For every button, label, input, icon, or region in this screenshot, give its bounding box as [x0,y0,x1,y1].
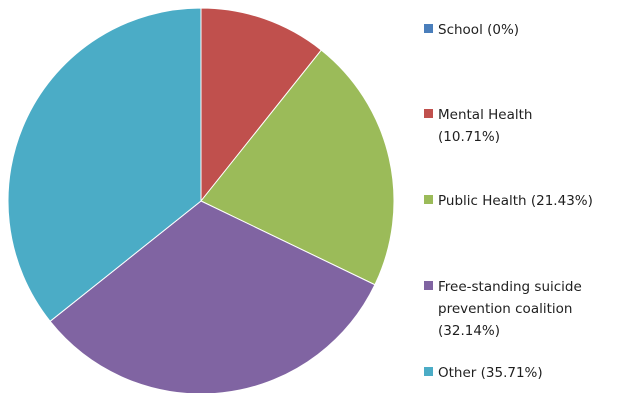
legend-label-mental-health: Mental Health (10.71%) [438,107,533,145]
legend-item-school: School (0%) [424,19,519,41]
legend-label-free-standing-coalition: Free-standing suicide prevention coaliti… [438,279,582,339]
legend-swatch-free-standing-coalition [424,281,433,290]
pie-slice-other [7,7,202,323]
legend-item-mental-health: Mental Health (10.71%) [424,104,532,148]
legend-item-free-standing-coalition: Free-standing suicide prevention coaliti… [424,276,582,342]
legend-swatch-school [424,24,433,33]
legend-item-public-health: Public Health (21.43%) [424,190,593,212]
legend-label-school: School (0%) [438,22,520,38]
legend-swatch-public-health [424,195,433,204]
pie-chart [7,7,395,393]
legend-label-public-health: Public Health (21.43%) [438,193,593,209]
legend-swatch-other [424,367,433,376]
legend-label-other: Other (35.71%) [438,365,543,381]
pie-slice-mental-health [200,7,323,203]
legend-swatch-mental-health [424,109,433,118]
legend-item-other: Other (35.71%) [424,362,543,384]
pie-slice-public-health [200,49,395,286]
